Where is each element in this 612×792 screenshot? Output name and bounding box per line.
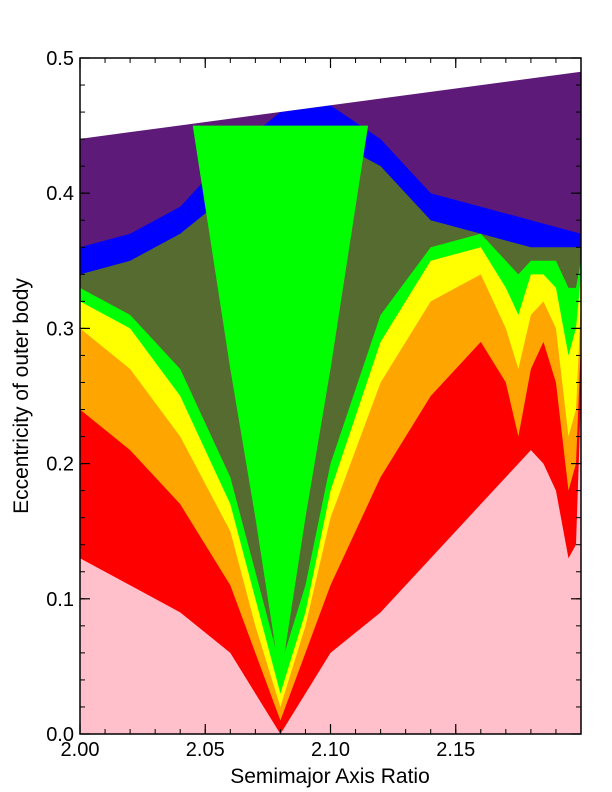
region-no-data — [80, 58, 581, 139]
region-green-core — [192, 125, 369, 680]
y-tick-label: 0.5 — [46, 48, 74, 70]
y-tick-label: 0.1 — [46, 589, 74, 611]
x-tick-label: 2.05 — [186, 739, 225, 761]
x-axis-label: Semimajor Axis Ratio — [230, 765, 430, 788]
x-tick-label: 2.15 — [436, 739, 475, 761]
y-tick-label: 0.3 — [46, 318, 74, 340]
x-tick-label: 2.10 — [311, 739, 350, 761]
y-tick-label: 0.0 — [46, 724, 74, 746]
y-tick-label: 0.4 — [46, 183, 74, 205]
y-axis: 0.0 0.1 0.2 0.3 0.4 0.5 — [46, 48, 581, 746]
x-axis: 2.00 2.05 2.10 2.15 — [61, 58, 582, 761]
x-tick-label: 2.00 — [61, 739, 100, 761]
y-axis-label: Eccentricity of outer body — [10, 278, 33, 514]
y-tick-label: 0.2 — [46, 454, 74, 476]
plot-area — [80, 58, 581, 734]
